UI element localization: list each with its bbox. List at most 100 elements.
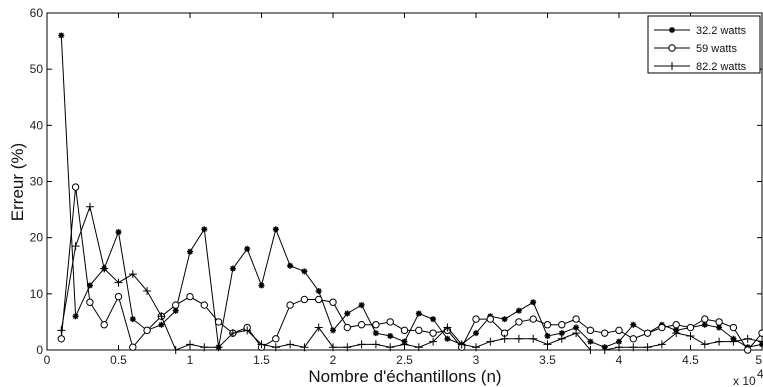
legend-marker — [668, 44, 676, 52]
data-point — [400, 326, 409, 335]
x-tick-label: 3 — [473, 353, 480, 367]
x-axis-title: Nombre d'échantillons (n) — [308, 367, 501, 386]
data-point — [201, 226, 208, 233]
data-point — [228, 329, 237, 338]
data-point — [129, 343, 137, 351]
data-point — [86, 282, 93, 289]
data-point — [558, 330, 565, 337]
legend-entries: 32.2 watts 59 watts 82.2 watts — [654, 25, 747, 73]
data-point — [128, 270, 137, 279]
y-ticks: 0 10 20 30 40 50 60 — [30, 6, 762, 357]
data-point — [543, 321, 552, 329]
data-point — [500, 334, 509, 343]
data-point — [358, 302, 365, 309]
data-point — [457, 340, 466, 349]
data-point — [572, 315, 580, 323]
data-point — [330, 327, 336, 334]
data-point — [115, 229, 122, 236]
data-point — [186, 292, 194, 301]
legend-box — [647, 15, 761, 74]
legend-entry: 82.2 watts — [654, 61, 747, 73]
data-point — [57, 326, 66, 335]
data-point — [443, 323, 452, 332]
data-point — [586, 326, 595, 335]
legend-marker — [668, 62, 676, 70]
data-point — [716, 324, 723, 331]
x-tick-label: 2 — [330, 353, 337, 367]
y-tick-label: 40 — [30, 118, 44, 132]
data-point — [701, 315, 709, 323]
data-point — [286, 340, 295, 349]
data-point — [229, 265, 236, 272]
data-point — [171, 346, 180, 354]
data-point — [58, 32, 65, 39]
data-point — [371, 340, 380, 349]
data-point — [573, 324, 580, 331]
data-point — [357, 340, 366, 349]
y-tick-label: 10 — [30, 287, 44, 301]
data-point — [86, 298, 94, 306]
data-point — [287, 262, 294, 269]
data-point — [143, 287, 152, 296]
data-point — [743, 334, 752, 343]
data-point — [700, 340, 709, 349]
data-point — [415, 326, 423, 335]
data-point — [529, 334, 538, 343]
data-point — [400, 340, 409, 349]
legend-label: 32.2 watts — [696, 25, 747, 37]
data-point — [387, 332, 394, 339]
data-point — [486, 315, 494, 323]
data-point — [472, 343, 480, 352]
x-multiplier-label: x 10 — [733, 374, 756, 387]
data-point — [286, 301, 294, 309]
data-point — [472, 315, 480, 323]
data-point — [314, 323, 323, 332]
data-point — [114, 278, 123, 287]
data-point — [616, 338, 622, 345]
data-point — [715, 337, 724, 346]
data-point — [415, 310, 422, 317]
data-point — [172, 301, 180, 309]
data-point — [158, 321, 165, 328]
data-point — [300, 343, 309, 352]
data-point — [300, 295, 309, 304]
data-point — [343, 343, 352, 352]
legend-entry: 32.2 watts — [654, 25, 747, 37]
x-tick-label: 4.5 — [682, 353, 699, 367]
data-point — [258, 282, 265, 289]
data-point — [544, 332, 551, 339]
data-point — [429, 337, 438, 346]
data-point — [114, 292, 123, 301]
data-point — [344, 310, 351, 317]
data-point — [715, 318, 723, 326]
series-3 — [57, 202, 763, 354]
y-tick-label: 50 — [30, 62, 44, 76]
data-point — [200, 343, 209, 352]
data-point — [630, 321, 637, 328]
data-point — [315, 288, 322, 295]
data-point — [686, 323, 695, 332]
data-point — [100, 264, 109, 273]
data-point — [372, 330, 379, 337]
plot-area-frame — [46, 12, 763, 351]
data-point — [557, 334, 566, 343]
data-point — [615, 326, 623, 335]
y-tick-label: 60 — [30, 6, 44, 20]
data-point — [686, 331, 695, 340]
x-tick-label: 0.5 — [110, 353, 127, 367]
data-point — [214, 343, 223, 352]
data-point — [244, 245, 251, 252]
data-point — [558, 321, 566, 329]
data-point — [85, 202, 94, 211]
data-point — [272, 226, 279, 233]
y-tick-label: 20 — [30, 231, 44, 245]
data-point — [501, 316, 508, 323]
data-point — [515, 307, 522, 314]
data-point — [629, 343, 638, 352]
data-point — [200, 301, 209, 309]
data-point — [157, 312, 166, 321]
data-point — [744, 346, 752, 354]
data-point — [473, 330, 479, 337]
data-point — [729, 323, 738, 332]
data-point — [186, 340, 194, 349]
